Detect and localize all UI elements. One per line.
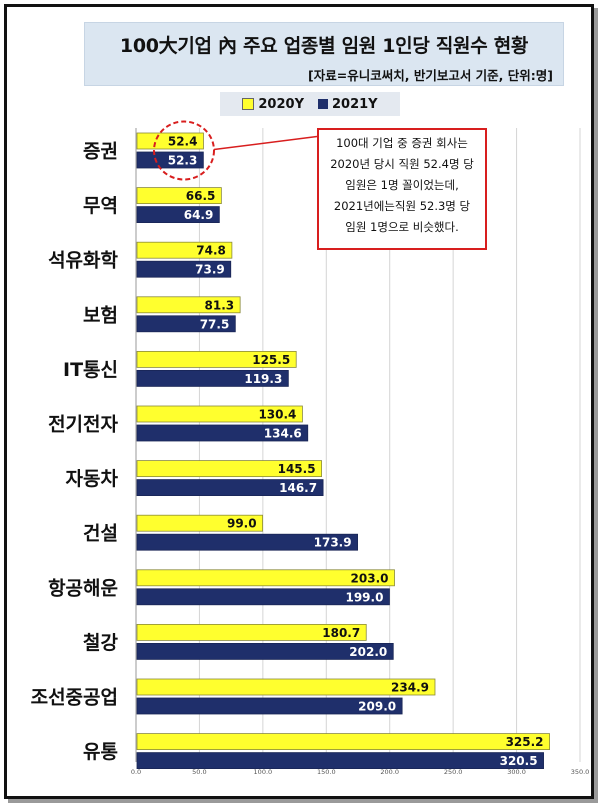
category-label: 철강	[83, 632, 118, 654]
bar-2020Y	[136, 569, 395, 587]
category-label: 항공해운	[48, 577, 118, 599]
data-label-2021Y: 77.5	[200, 317, 230, 331]
x-tick-label: 50.0	[192, 768, 206, 776]
bar-2020Y	[136, 514, 263, 532]
bar-2021Y	[136, 424, 309, 442]
chart-frame	[4, 4, 594, 799]
bar-2020Y	[136, 405, 303, 423]
bar-2020Y	[136, 350, 297, 368]
bar-2021Y	[136, 697, 403, 715]
bar-2021Y	[136, 588, 390, 606]
bar-2021Y	[136, 752, 544, 769]
highlight-circle	[153, 120, 215, 181]
data-label-2021Y: 209.0	[358, 700, 396, 714]
data-label-2020Y: 81.3	[205, 298, 235, 312]
data-label-2021Y: 173.9	[314, 536, 352, 550]
legend-label-2021: 2021Y	[332, 96, 378, 112]
data-label-2020Y: 145.5	[278, 462, 316, 476]
category-label: 건설	[83, 523, 118, 545]
chart-title: 100大기업 內 주요 업종별 임원 1인당 직원수 현황	[119, 35, 529, 57]
legend-item-2021: 2021Y	[318, 97, 378, 112]
category-label: 전기전자	[48, 414, 118, 436]
x-tick-label: 200.0	[380, 768, 399, 776]
data-label-2020Y: 203.0	[351, 571, 389, 585]
data-label-2021Y: 202.0	[349, 645, 387, 659]
legend-item-2020: 2020Y	[242, 97, 304, 112]
category-label: 증권	[83, 141, 118, 163]
legend-label-2020: 2020Y	[258, 96, 304, 112]
data-label-2020Y: 234.9	[391, 681, 429, 695]
bar-2020Y	[136, 241, 233, 259]
bar-2020Y	[136, 624, 367, 641]
callout-line: 임원 1명으로 비슷했다.	[345, 220, 459, 234]
bar-2021Y	[136, 206, 220, 224]
category-label: IT통신	[63, 359, 118, 381]
bar-2021Y	[136, 479, 324, 497]
chart-subtitle: [자료=유니코써치, 반기보고서 기준, 단위:명]	[308, 68, 553, 83]
data-label-2021Y: 119.3	[244, 372, 282, 386]
data-label-2020Y: 99.0	[227, 517, 257, 531]
callout-connector	[213, 135, 318, 151]
data-label-2020Y: 325.2	[506, 735, 544, 749]
data-label-2020Y: 52.4	[168, 135, 198, 149]
callout-line: 100대 기업 중 증권 회사는	[336, 136, 468, 150]
bar-2020Y	[136, 678, 436, 696]
bar-2021Y	[136, 533, 359, 551]
callout-line: 2020년 당시 직원 52.4명 당	[330, 157, 474, 171]
title-box: 100大기업 內 주요 업종별 임원 1인당 직원수 현황 [자료=유니코써치,…	[84, 22, 564, 86]
data-label-2021Y: 64.9	[184, 208, 214, 222]
data-label-2021Y: 52.3	[168, 154, 198, 168]
legend: 2020Y 2021Y	[220, 92, 400, 116]
legend-swatch-2021	[318, 99, 328, 109]
bar-2020Y	[136, 187, 222, 205]
bar-2021Y	[136, 260, 232, 278]
data-label-2020Y: 74.8	[196, 244, 226, 258]
data-label-2020Y: 66.5	[186, 189, 216, 203]
bar-2021Y	[136, 643, 394, 660]
data-label-2021Y: 73.9	[195, 263, 225, 277]
bar-2021Y	[136, 369, 289, 387]
data-label-2021Y: 199.0	[345, 590, 383, 604]
bar-2020Y	[136, 733, 550, 750]
x-tick-label: 350.0	[571, 768, 590, 776]
x-tick-label: 150.0	[317, 768, 336, 776]
category-label: 보험	[83, 304, 118, 326]
x-tick-label: 250.0	[444, 768, 463, 776]
x-tick-label: 0.0	[131, 768, 141, 776]
x-tick-label: 300.0	[507, 768, 526, 776]
category-label: 석유화학	[48, 250, 118, 272]
callout-box: 100대 기업 중 증권 회사는 2020년 당시 직원 52.4명 당 임원은…	[317, 128, 487, 250]
data-label-2020Y: 125.5	[252, 353, 290, 367]
legend-swatch-2020	[242, 98, 255, 110]
bar-2021Y	[136, 315, 236, 333]
bar-2020Y	[136, 296, 241, 314]
data-label-2021Y: 146.7	[279, 481, 317, 495]
x-tick-label: 100.0	[254, 768, 273, 776]
category-label: 조선중공업	[31, 687, 118, 709]
callout-line: 임원은 1명 꼴이었는데,	[345, 178, 459, 192]
bar-2020Y	[136, 460, 322, 478]
bar-2021Y	[136, 151, 204, 169]
callout-line: 2021년에는직원 52.3명 당	[333, 199, 471, 213]
data-label-2020Y: 180.7	[322, 626, 360, 640]
category-label: 무역	[83, 195, 118, 217]
category-label: 유통	[83, 741, 118, 763]
data-label-2021Y: 320.5	[500, 754, 538, 768]
data-label-2020Y: 130.4	[258, 408, 296, 422]
data-label-2021Y: 134.6	[264, 427, 302, 441]
category-label: 자동차	[66, 468, 119, 490]
